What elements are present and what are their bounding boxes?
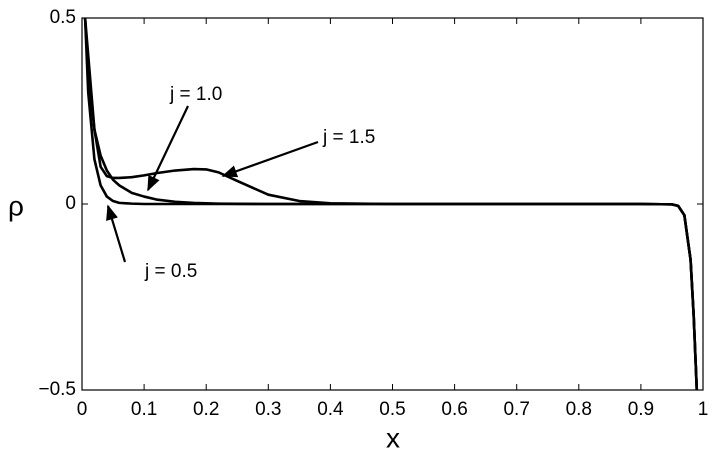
x-tick-label: 0	[77, 399, 88, 420]
annotation-arrow	[106, 204, 127, 263]
y-axis-label: ρ	[8, 190, 24, 221]
annotation-arrow	[147, 105, 189, 192]
series-label: j = 0.5	[144, 261, 197, 282]
plot-frame	[81, 17, 704, 391]
y-tick-label: 0	[65, 193, 76, 214]
y-tick-label: −0.5	[38, 379, 76, 400]
x-tick-label: 1	[698, 399, 709, 420]
x-tick-label: 0.3	[255, 399, 281, 420]
x-tick-label: 0.9	[628, 399, 654, 420]
x-axis-label: x	[386, 422, 400, 453]
x-tick-label: 0.4	[317, 399, 344, 420]
y-tick-label: 0.5	[50, 7, 76, 28]
line-series	[83, 18, 699, 390]
x-tick-label: 0.2	[193, 399, 219, 420]
x-tick-label: 0.8	[566, 399, 592, 420]
annotation-arrow	[221, 140, 319, 178]
series-label: j = 1.5	[322, 127, 375, 148]
x-tick-label: 0.7	[503, 399, 529, 420]
x-tick-label: 0.1	[131, 399, 157, 420]
x-tick-label: 0.5	[379, 399, 405, 420]
x-tick-label: 0.6	[441, 399, 467, 420]
series-label: j = 1.0	[169, 84, 222, 105]
